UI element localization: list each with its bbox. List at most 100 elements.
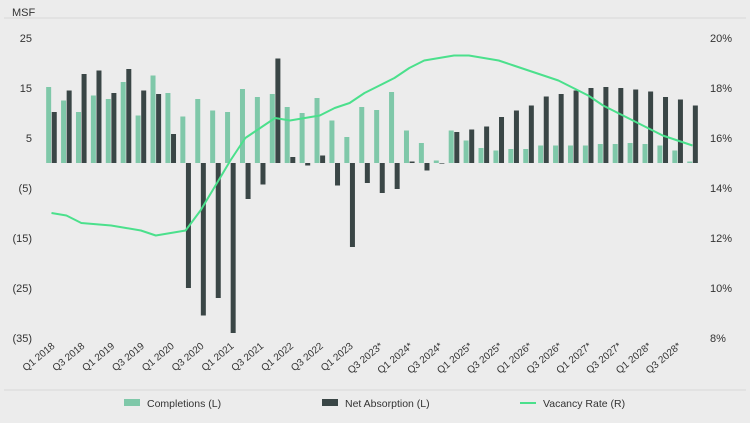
right-axis-ticks: 20% 18% 16% 14% 12% 10% 8% bbox=[710, 33, 732, 345]
legend-swatch bbox=[322, 399, 338, 406]
net-absorption-bar bbox=[528, 105, 534, 163]
legend-label: Vacancy Rate (R) bbox=[543, 398, 625, 410]
net-absorption-bar bbox=[379, 163, 385, 193]
left-axis-ticks: 25 15 5 (5) (15) (25) (35) bbox=[12, 33, 32, 345]
net-absorption-bar bbox=[260, 163, 266, 185]
net-absorption-bar bbox=[543, 96, 549, 163]
right-tick-label: 20% bbox=[710, 33, 732, 45]
left-tick-label: 15 bbox=[20, 83, 32, 95]
net-absorption-bar bbox=[454, 132, 460, 163]
net-absorption-bar bbox=[409, 161, 415, 163]
net-absorption-bar bbox=[588, 88, 594, 163]
right-tick-label: 18% bbox=[710, 83, 732, 95]
legend: Completions (L) Net Absorption (L) Vacancy… bbox=[124, 398, 625, 410]
completions-bar bbox=[165, 93, 171, 163]
completions-bar bbox=[284, 107, 290, 163]
vacancy-rate-series bbox=[51, 54, 693, 237]
net-absorption-bar bbox=[245, 163, 251, 199]
completions-bar bbox=[105, 99, 111, 163]
net-absorption-bar bbox=[171, 134, 177, 163]
net-absorption-bar bbox=[141, 90, 147, 163]
completions-bar bbox=[672, 150, 678, 163]
completions-bar bbox=[374, 110, 380, 163]
left-tick-label: 5 bbox=[26, 133, 32, 145]
completions-bar bbox=[180, 116, 186, 163]
completions-bar bbox=[269, 94, 275, 163]
net-absorption-bar bbox=[484, 126, 490, 163]
completions-bar bbox=[329, 120, 335, 163]
net-absorption-bar bbox=[364, 163, 370, 183]
completions-bar bbox=[642, 144, 648, 163]
net-absorption-bar bbox=[275, 58, 281, 163]
completions-bar bbox=[239, 89, 245, 163]
net-absorption-bar bbox=[677, 99, 683, 163]
left-tick-label: 25 bbox=[20, 33, 32, 45]
completions-bar bbox=[299, 113, 305, 163]
vacancy-rate-line bbox=[51, 54, 693, 237]
completions-bar bbox=[46, 87, 52, 163]
completions-bar bbox=[210, 110, 216, 163]
net-absorption-bar bbox=[513, 110, 519, 163]
right-tick-label: 10% bbox=[710, 283, 732, 295]
completions-bar bbox=[567, 145, 573, 163]
net-absorption-bar bbox=[126, 69, 132, 163]
net-absorption-bar bbox=[230, 163, 236, 333]
net-absorption-bar bbox=[618, 88, 624, 163]
net-absorption-bar bbox=[305, 163, 311, 166]
legend-swatch bbox=[124, 399, 140, 406]
net-absorption-bar bbox=[156, 94, 162, 163]
left-tick-label: (25) bbox=[12, 283, 32, 295]
completions-bar bbox=[359, 107, 365, 163]
net-absorption-bar bbox=[424, 163, 430, 171]
net-absorption-bar bbox=[290, 157, 296, 163]
net-absorption-bar bbox=[394, 163, 400, 189]
completions-bar bbox=[195, 99, 201, 163]
net-absorption-bar bbox=[499, 117, 505, 163]
right-tick-label: 14% bbox=[710, 183, 732, 195]
net-absorption-bar bbox=[439, 163, 445, 164]
completions-bar bbox=[344, 137, 350, 163]
completions-bar bbox=[433, 160, 439, 163]
net-absorption-bar bbox=[215, 163, 221, 298]
net-absorption-bar bbox=[663, 97, 669, 163]
completions-bar bbox=[463, 140, 469, 163]
net-absorption-bar bbox=[81, 74, 87, 163]
completions-bar bbox=[478, 148, 484, 163]
completions-bar bbox=[120, 82, 126, 163]
completions-bar bbox=[493, 150, 499, 163]
net-absorption-bar bbox=[648, 91, 654, 163]
net-absorption-bar bbox=[469, 129, 475, 163]
completions-bar bbox=[225, 112, 231, 163]
net-absorption-bar bbox=[200, 163, 206, 316]
left-tick-label: (35) bbox=[12, 333, 32, 345]
net-absorption-bar bbox=[111, 93, 117, 163]
completions-bar bbox=[523, 149, 529, 163]
right-tick-label: 16% bbox=[710, 133, 732, 145]
completions-bar bbox=[75, 112, 81, 163]
completions-bar bbox=[597, 144, 603, 163]
left-axis-title: MSF bbox=[12, 7, 36, 19]
net-absorption-bar bbox=[51, 112, 57, 163]
completions-bar bbox=[538, 145, 544, 163]
completions-bar bbox=[448, 130, 454, 163]
net-absorption-bar bbox=[633, 89, 639, 163]
left-tick-label: (15) bbox=[12, 233, 32, 245]
net-absorption-bar bbox=[320, 155, 326, 163]
completions-bar bbox=[418, 143, 424, 163]
net-absorption-bar bbox=[603, 87, 609, 163]
right-tick-label: 12% bbox=[710, 233, 732, 245]
net-absorption-bar bbox=[573, 90, 579, 163]
legend-label: Completions (L) bbox=[147, 398, 221, 410]
completions-bar bbox=[657, 145, 663, 163]
completions-bar bbox=[508, 149, 514, 163]
net-absorption-bar bbox=[335, 163, 341, 186]
completions-bar bbox=[389, 92, 395, 163]
net-absorption-bar bbox=[692, 105, 698, 163]
completions-bar bbox=[627, 143, 633, 163]
completions-bar bbox=[687, 161, 693, 163]
completions-bar bbox=[61, 100, 67, 163]
net-absorption-bar bbox=[558, 94, 564, 163]
